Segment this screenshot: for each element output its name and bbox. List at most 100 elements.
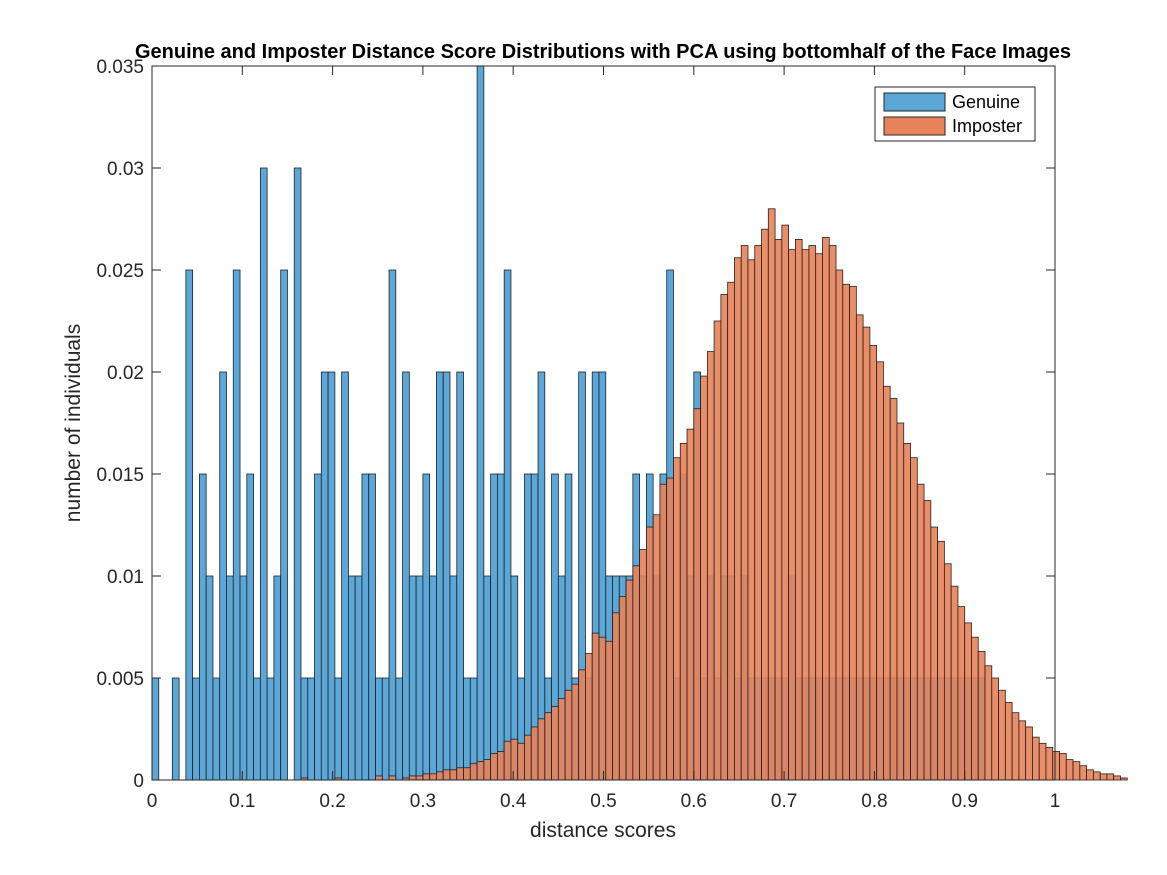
imposter-bar [1045, 746, 1054, 781]
genuine-bar [388, 269, 397, 781]
x-tick-label: 1 [1050, 791, 1061, 812]
genuine-bar [320, 371, 329, 781]
imposter-bar [1025, 726, 1033, 781]
genuine-bar [408, 575, 417, 781]
imposter-bar [639, 549, 647, 781]
imposter-bar [822, 236, 830, 781]
genuine-bar [226, 575, 234, 781]
imposter-bar [781, 224, 790, 781]
genuine-bar [402, 371, 410, 781]
x-tick-label: 0.8 [861, 791, 887, 812]
x-axis-label: distance scores [530, 819, 676, 842]
imposter-bar [720, 294, 729, 781]
genuine-bar [307, 677, 315, 781]
y-tick-label: 0.03 [107, 159, 144, 180]
genuine-bar [524, 473, 532, 781]
genuine-bar [300, 677, 309, 781]
imposter-bar [747, 259, 756, 781]
imposter-bar [557, 698, 566, 781]
imposter-bar [788, 249, 796, 781]
imposter-bar [530, 726, 539, 781]
imposter-bar [761, 228, 769, 781]
imposter-bar [1032, 736, 1040, 781]
imposter-bar [449, 769, 458, 781]
legend-label-imposter: Imposter [952, 116, 1022, 136]
imposter-bar [537, 718, 546, 781]
genuine-bar [476, 65, 485, 781]
x-tick-label: 0.4 [500, 791, 527, 812]
imposter-bar [950, 585, 959, 781]
imposter-bar [1059, 753, 1067, 781]
x-tick-label: 0.5 [590, 791, 616, 812]
imposter-bar [598, 636, 607, 781]
genuine-bar [199, 473, 207, 781]
imposter-bar [1072, 761, 1081, 781]
genuine-bar [219, 371, 227, 781]
imposter-bar [828, 245, 837, 781]
imposter-bar [429, 773, 437, 781]
imposter-bar [903, 442, 911, 781]
imposter-bar [794, 238, 803, 781]
imposter-bar [564, 689, 573, 781]
imposter-bar [991, 677, 999, 781]
imposter-bar [998, 689, 1006, 781]
genuine-bar [375, 677, 383, 781]
imposter-bar [910, 457, 918, 781]
genuine-bar [293, 167, 302, 781]
imposter-bar [476, 761, 485, 781]
imposter-bar [916, 483, 925, 781]
imposter-bar [1079, 765, 1087, 781]
imposter-bar [943, 563, 952, 781]
imposter-bar [1086, 769, 1094, 781]
x-tick-label: 0.1 [229, 791, 255, 812]
imposter-bar [734, 257, 742, 781]
imposter-bar [713, 320, 722, 781]
genuine-bar [232, 269, 241, 781]
imposter-bar [1113, 775, 1121, 781]
genuine-bar [429, 575, 437, 781]
genuine-bar [368, 473, 376, 781]
imposter-bar [591, 632, 600, 781]
x-tick-label: 0.9 [951, 791, 977, 812]
imposter-bar [632, 565, 641, 781]
imposter-bar [456, 767, 464, 781]
imposter-bar [930, 526, 939, 781]
genuine-bar [463, 677, 471, 781]
imposter-bar [964, 622, 972, 781]
imposter-bar [510, 738, 519, 781]
imposter-bar [612, 612, 620, 781]
plot-area [151, 65, 1128, 781]
genuine-bar [205, 575, 214, 781]
imposter-bar [957, 606, 966, 781]
genuine-bar [436, 371, 444, 781]
imposter-bar [1018, 720, 1027, 781]
genuine-bar [185, 269, 194, 781]
imposter-bar [883, 385, 891, 781]
imposter-bar [652, 514, 661, 781]
imposter-bar [1004, 702, 1013, 781]
imposter-bar [876, 361, 884, 781]
y-axis-label: number of individuals [62, 324, 85, 522]
imposter-bar [815, 253, 823, 781]
imposter-bar [496, 751, 505, 781]
imposter-bar [490, 753, 498, 781]
genuine-bar [246, 473, 254, 781]
imposter-bar [869, 345, 878, 781]
genuine-bar [192, 677, 200, 781]
genuine-bar [490, 473, 498, 781]
imposter-bar [727, 281, 735, 781]
imposter-bar [923, 500, 932, 781]
imposter-bar [889, 398, 898, 781]
genuine-bar [483, 575, 492, 781]
imposter-bar [937, 540, 945, 781]
imposter-bar [469, 763, 478, 781]
imposter-bar [408, 775, 417, 781]
imposter-bar [706, 351, 715, 781]
imposter-bar [835, 269, 844, 781]
imposter-bar [1038, 742, 1047, 781]
y-tick-label: 0.005 [96, 669, 144, 690]
genuine-bar [361, 473, 370, 781]
imposter-bar [774, 238, 783, 781]
x-tick-label: 0 [147, 791, 158, 812]
genuine-bar [503, 269, 512, 781]
